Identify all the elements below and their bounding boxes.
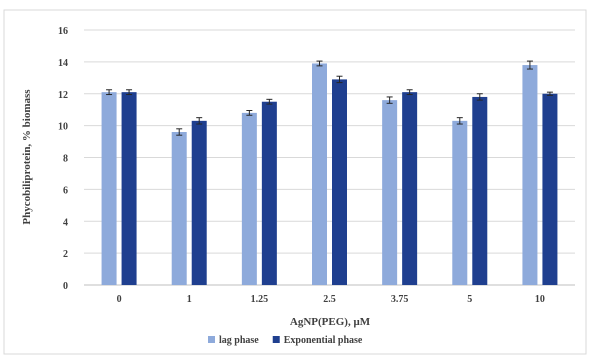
legend-label: lag phase: [219, 335, 259, 346]
error-bar: [246, 109, 253, 116]
error-bar: [106, 89, 113, 96]
bar-exponential-0: [121, 92, 137, 285]
y-tick-label: 10: [58, 122, 68, 133]
bar-exponential-2.5: [332, 79, 347, 285]
bar-lag-5: [452, 120, 468, 285]
x-tick-label: 5: [467, 294, 472, 305]
y-tick-label: 12: [58, 90, 68, 101]
legend-item-exponential: Exponential phase: [272, 335, 363, 346]
error-bar: [386, 96, 393, 104]
y-tick-label: 2: [63, 249, 68, 260]
bar-lag-2.5: [312, 63, 327, 285]
legend-swatch: [272, 336, 280, 343]
bar-exponential-10: [542, 93, 558, 285]
bar-lag-1.25: [241, 112, 257, 285]
error-bar: [316, 60, 323, 67]
error-bar: [526, 60, 533, 70]
legend: lag phase Exponential phase: [208, 335, 363, 346]
x-axis-label: AgNP(PEG), μM: [290, 316, 371, 328]
error-bar: [266, 98, 273, 105]
bar-exponential-5: [472, 96, 488, 285]
error-bars: [106, 60, 553, 136]
error-bar: [336, 75, 343, 84]
x-axis-ticks: 0 1 1.25 2.5 3.75 5 10: [117, 294, 545, 305]
bar-lag-0: [101, 92, 117, 285]
legend-label: Exponential phase: [284, 335, 363, 346]
bar-lag-3.75: [382, 100, 398, 285]
error-bar: [456, 117, 463, 125]
error-bar: [546, 91, 553, 96]
y-tick-label: 14: [58, 58, 68, 69]
y-tick-label: 8: [63, 154, 68, 165]
x-tick-label: 3.75: [391, 294, 409, 305]
error-bar: [406, 89, 413, 96]
x-tick-label: 1: [187, 294, 192, 305]
error-bar: [476, 93, 483, 101]
bar-exponential-1.25: [261, 101, 277, 285]
y-axis-ticks: 0 2 4 6 8 10 12 14 16: [58, 26, 68, 292]
legend-item-lag: lag phase: [208, 335, 259, 346]
bar-exponential-3.75: [402, 92, 418, 285]
error-bar: [176, 128, 183, 136]
error-bar: [196, 117, 203, 125]
bars: [101, 63, 558, 285]
x-tick-label: 1.25: [251, 294, 269, 305]
y-tick-label: 4: [63, 217, 68, 228]
bar-exponential-1: [191, 120, 207, 285]
y-tick-label: 16: [58, 26, 68, 37]
y-axis-label: Phycobiliprotein, % biomass: [21, 89, 33, 225]
bar-lag-10: [522, 65, 538, 285]
x-tick-label: 10: [535, 294, 545, 305]
legend-swatch: [208, 336, 215, 343]
y-tick-label: 0: [63, 281, 68, 292]
gridlines: [84, 29, 575, 286]
bar-lag-1: [171, 132, 187, 285]
y-tick-label: 6: [63, 185, 68, 196]
x-tick-label: 0: [117, 294, 122, 305]
error-bar: [126, 89, 133, 96]
x-tick-label: 2.5: [323, 294, 336, 305]
chart-border: [3, 9, 587, 355]
